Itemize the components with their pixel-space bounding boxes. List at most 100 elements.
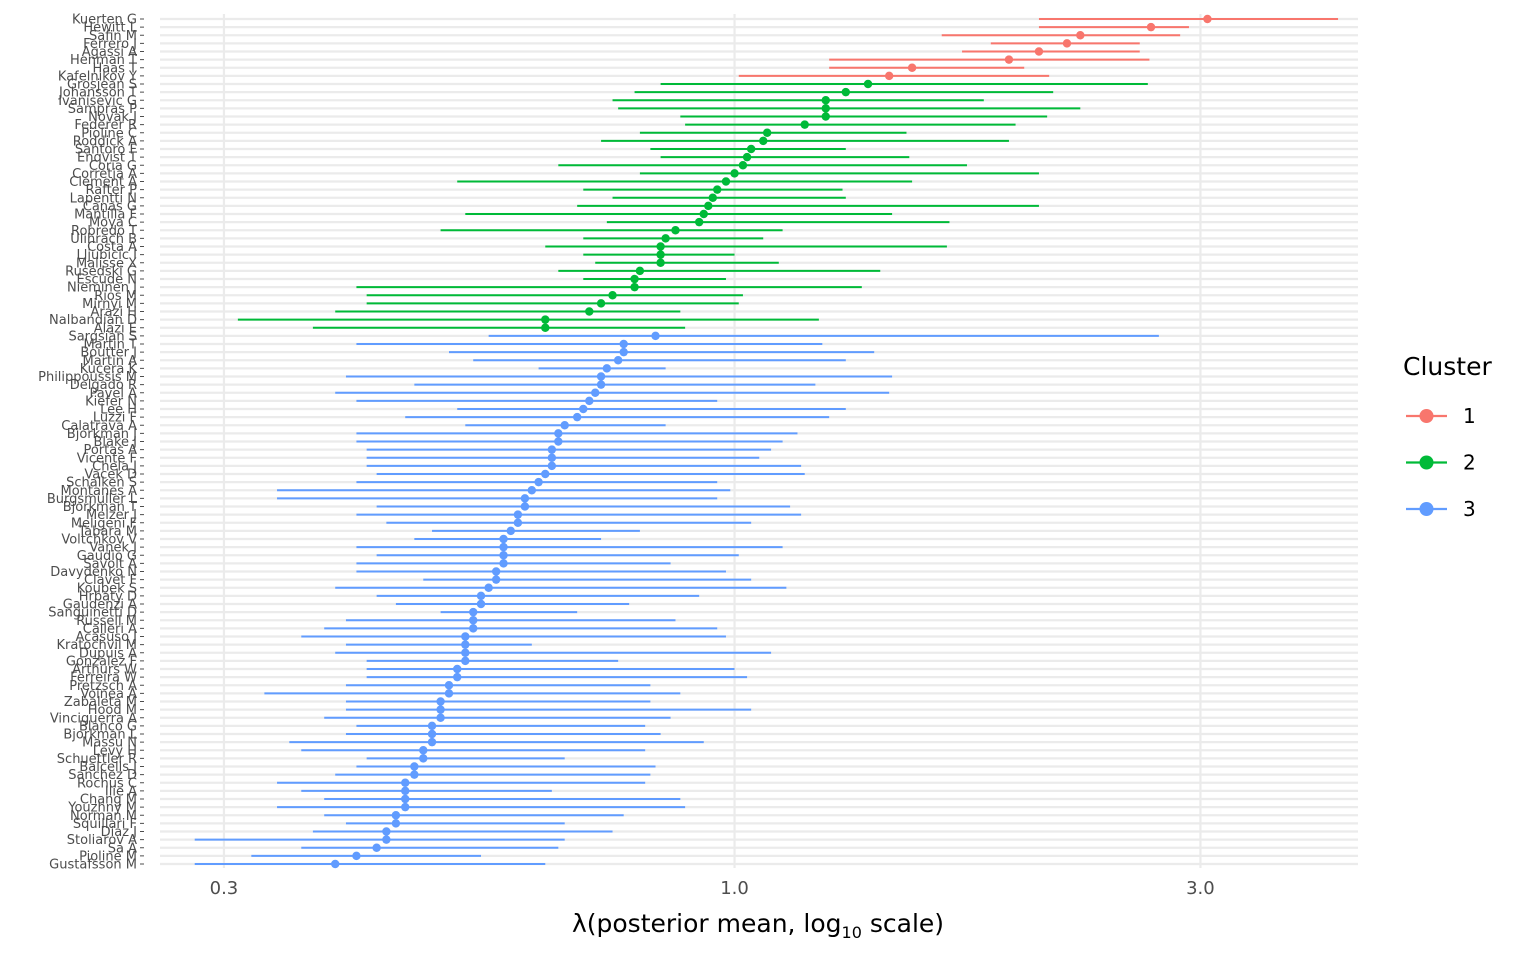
y-tick-label: Stoliarov A bbox=[67, 833, 137, 848]
y-tick-label: Martin T bbox=[83, 338, 137, 353]
y-tick-label: Hewitt L bbox=[83, 21, 137, 36]
y-tick-label: Sargsian S bbox=[68, 329, 137, 344]
y-tick-label: Enqvist T bbox=[77, 151, 137, 166]
x-tick-label: 1.0 bbox=[720, 878, 749, 899]
mean-point bbox=[484, 583, 493, 592]
mean-point bbox=[762, 128, 772, 137]
mean-point bbox=[821, 112, 830, 121]
legend-label: 3 bbox=[1463, 497, 1476, 521]
y-tick-label: Gaudenzi A bbox=[63, 598, 137, 613]
x-axis-tick-labels: 0.3 1.0 3.0 bbox=[210, 878, 1215, 899]
y-tick-label: Schalken S bbox=[66, 476, 137, 491]
y-tick-label: Russell M bbox=[76, 614, 137, 629]
y-tick-label: Bjorkman L bbox=[63, 728, 137, 743]
mean-point bbox=[554, 437, 563, 446]
y-tick-label: Tabara M bbox=[77, 524, 137, 539]
mean-point bbox=[469, 624, 478, 633]
y-tick-label: Hrbaty D bbox=[79, 589, 137, 604]
mean-point bbox=[419, 754, 428, 763]
y-tick-label: Gustafsson M bbox=[49, 858, 137, 873]
legend-title: Cluster bbox=[1403, 352, 1492, 381]
y-tick-label: Montanes A bbox=[60, 484, 137, 499]
y-tick-label: Roddick A bbox=[73, 134, 137, 149]
mean-point bbox=[613, 356, 623, 365]
y-tick-label: Blanco G bbox=[79, 719, 137, 734]
mean-point bbox=[391, 811, 401, 820]
y-tick-label: Vanek J bbox=[89, 541, 137, 556]
y-tick-label: Sanguinetti D bbox=[48, 606, 137, 621]
x-tick-label: 3.0 bbox=[1186, 878, 1215, 899]
y-tick-label: Vicente F bbox=[77, 451, 137, 466]
y-tick-label: Rusedski G bbox=[65, 264, 137, 279]
mean-point bbox=[630, 282, 639, 292]
mean-point bbox=[513, 518, 523, 527]
x-axis-title-subscript: 10 bbox=[842, 923, 862, 942]
mean-point bbox=[444, 681, 454, 690]
mean-point bbox=[821, 96, 830, 105]
y-tick-label: Ferrero J bbox=[83, 37, 137, 52]
mean-point bbox=[436, 697, 445, 706]
mean-point bbox=[863, 79, 873, 89]
y-tick-label: Rochus C bbox=[77, 776, 137, 791]
y-tick-label: Chela J bbox=[92, 459, 137, 474]
mean-point bbox=[630, 274, 639, 284]
y-tick-label: Voltchkov V bbox=[61, 533, 137, 548]
mean-point bbox=[401, 778, 410, 787]
legend-label: 2 bbox=[1463, 451, 1476, 475]
y-tick-label: Mirnyi M bbox=[82, 297, 137, 312]
x-axis-title: λ(posterior mean, log10 scale) bbox=[572, 909, 944, 942]
mean-point bbox=[491, 575, 501, 584]
y-tick-label: Arthurs W bbox=[72, 663, 137, 678]
mean-point bbox=[461, 648, 470, 657]
mean-point bbox=[619, 347, 628, 357]
mean-point bbox=[427, 729, 437, 739]
mean-point bbox=[520, 502, 530, 511]
mean-point bbox=[721, 177, 731, 186]
mean-point bbox=[527, 486, 537, 495]
y-tick-label: Novak J bbox=[88, 110, 137, 125]
mean-point bbox=[759, 136, 768, 146]
mean-points bbox=[331, 14, 1212, 869]
y-tick-label: Savolt A bbox=[83, 557, 137, 572]
mean-point bbox=[436, 713, 445, 722]
mean-point bbox=[591, 388, 600, 397]
y-tick-label: Moya C bbox=[89, 216, 137, 231]
mean-point bbox=[419, 746, 428, 755]
y-tick-label: Lapentti N bbox=[70, 191, 137, 206]
y-tick-label: Boutter J bbox=[80, 346, 137, 361]
y-tick-label: Kiefer N bbox=[85, 394, 137, 409]
y-tick-label: Rafter P bbox=[86, 183, 138, 198]
mean-point bbox=[541, 469, 550, 479]
mean-point bbox=[476, 591, 486, 601]
y-tick-label: Coria G bbox=[89, 159, 137, 174]
mean-point bbox=[499, 559, 508, 568]
mean-point bbox=[461, 632, 470, 641]
mean-point bbox=[821, 104, 830, 113]
legend-label: 1 bbox=[1463, 404, 1476, 428]
mean-point bbox=[661, 234, 670, 243]
y-tick-label: Escude N bbox=[77, 273, 137, 288]
mean-point bbox=[401, 786, 410, 796]
mean-point bbox=[410, 762, 419, 771]
y-tick-label: Malisse X bbox=[76, 256, 137, 271]
mean-point bbox=[572, 412, 582, 422]
mean-point bbox=[541, 323, 550, 332]
x-tick-label: 0.3 bbox=[210, 878, 239, 899]
mean-point bbox=[694, 217, 704, 227]
mean-point bbox=[656, 242, 665, 251]
y-tick-label: Johansson T bbox=[58, 86, 137, 101]
mean-point bbox=[554, 429, 563, 438]
y-tick-label: Norman M bbox=[70, 809, 137, 824]
y-tick-label: Sanchez D bbox=[68, 768, 137, 783]
mean-point bbox=[469, 616, 478, 625]
mean-point bbox=[547, 453, 557, 462]
y-tick-label: Ulihrach B bbox=[70, 232, 137, 247]
y-tick-label: Ferreira W bbox=[70, 671, 137, 686]
x-axis-title-main: λ(posterior mean, log bbox=[572, 909, 842, 938]
mean-point bbox=[444, 689, 454, 698]
mean-point bbox=[401, 794, 410, 804]
y-tick-label: Balcells J bbox=[79, 760, 137, 775]
y-tick-label: Pioline C bbox=[81, 126, 137, 141]
y-tick-label: Grosjean S bbox=[67, 78, 137, 93]
